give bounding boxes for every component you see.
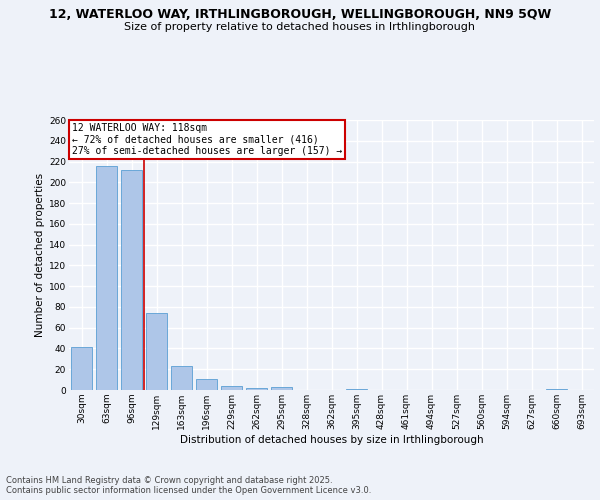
Bar xyxy=(271,387,292,390)
Bar xyxy=(71,348,92,390)
Bar xyxy=(171,366,192,390)
Bar xyxy=(96,166,117,390)
Bar xyxy=(546,389,567,390)
Bar xyxy=(246,388,267,390)
Bar xyxy=(146,313,167,390)
Bar xyxy=(121,170,142,390)
Text: Size of property relative to detached houses in Irthlingborough: Size of property relative to detached ho… xyxy=(125,22,476,32)
Text: 12 WATERLOO WAY: 118sqm
← 72% of detached houses are smaller (416)
27% of semi-d: 12 WATERLOO WAY: 118sqm ← 72% of detache… xyxy=(71,122,342,156)
Bar xyxy=(221,386,242,390)
X-axis label: Distribution of detached houses by size in Irthlingborough: Distribution of detached houses by size … xyxy=(179,434,484,444)
Text: Contains HM Land Registry data © Crown copyright and database right 2025.
Contai: Contains HM Land Registry data © Crown c… xyxy=(6,476,371,495)
Text: 12, WATERLOO WAY, IRTHLINGBOROUGH, WELLINGBOROUGH, NN9 5QW: 12, WATERLOO WAY, IRTHLINGBOROUGH, WELLI… xyxy=(49,8,551,20)
Bar xyxy=(346,389,367,390)
Y-axis label: Number of detached properties: Number of detached properties xyxy=(35,173,45,337)
Bar xyxy=(196,378,217,390)
